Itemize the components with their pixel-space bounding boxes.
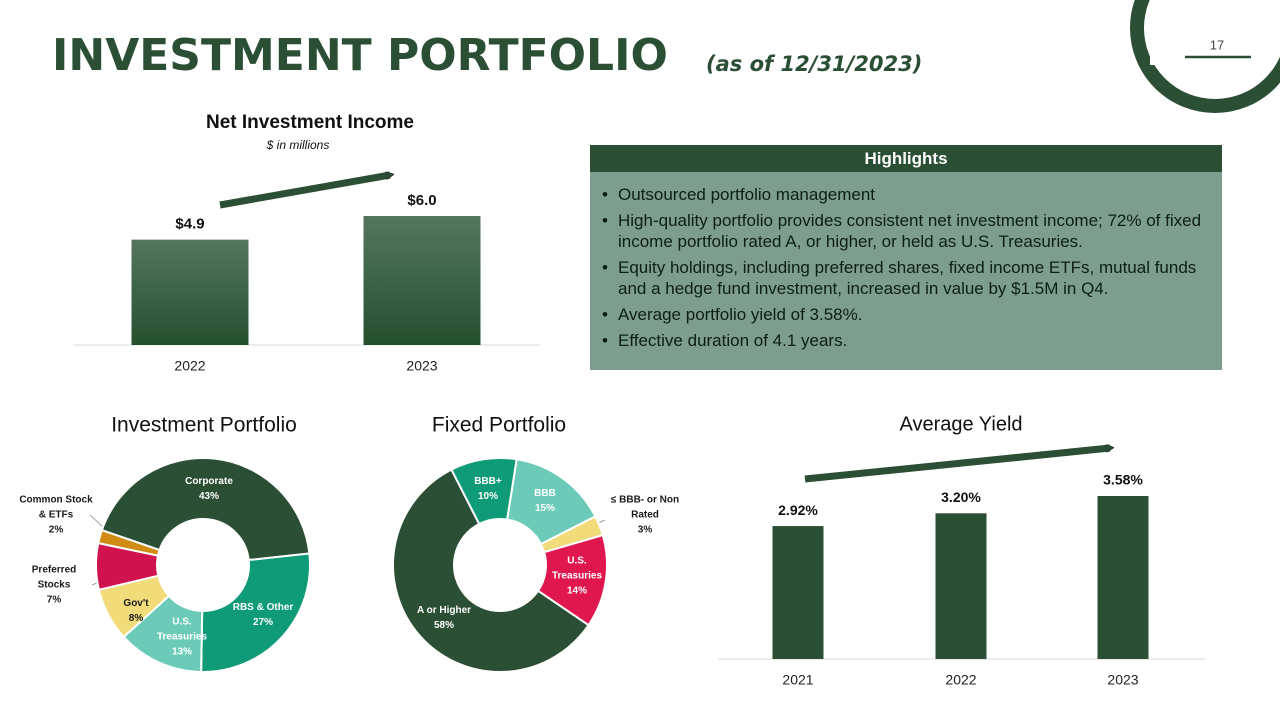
segment-label: Gov't 8%: [111, 596, 161, 626]
donut-segment: [100, 457, 311, 562]
value-label: $4.9: [175, 216, 204, 233]
x-tick-label: 2022: [945, 672, 976, 688]
donut-segment: [200, 552, 311, 673]
trend-arrow: [804, 448, 1110, 483]
highlight-item: Equity holdings, including preferred sha…: [602, 257, 1204, 299]
segment-label: Corporate 43%: [162, 474, 257, 504]
value-label: 3.58%: [1103, 472, 1143, 488]
category-label: Preferred Stocks: [31, 564, 77, 591]
segment-label: ≤ BBB- or Non Rated 3%: [610, 493, 680, 538]
category-label: RBS & Other: [232, 602, 294, 613]
segment-label: U.S. Treasuries 14%: [547, 554, 607, 599]
highlight-item: Average portfolio yield of 3.58%.: [602, 304, 1204, 325]
page-subtitle: (as of 12/31/2023): [706, 52, 922, 76]
category-label: BBB+: [474, 476, 502, 487]
value-label: 3%: [637, 524, 653, 536]
page-title: INVESTMENT PORTFOLIO: [52, 30, 668, 81]
value-label: 15%: [534, 503, 555, 514]
highlights-list: Outsourced portfolio management High-qual…: [602, 184, 1204, 351]
segment-label: Preferred Stocks 7%: [27, 563, 82, 608]
page-number-bg: [1150, 30, 1210, 65]
segment-label: BBB+ 10%: [468, 474, 508, 504]
category-label: ≤ BBB- or Non Rated: [610, 494, 680, 521]
value-label: 58%: [433, 620, 454, 631]
highlight-item: High-quality portfolio provides consiste…: [602, 210, 1204, 252]
highlights-title: Highlights: [590, 145, 1222, 172]
segment-label: A or Higher 58%: [404, 603, 484, 633]
value-label: 2.92%: [778, 502, 818, 518]
highlight-item: Effective duration of 4.1 years.: [602, 330, 1204, 351]
value-label: 43%: [198, 491, 219, 502]
chart-title: Average Yield: [899, 413, 1022, 435]
category-label: Gov't: [123, 598, 149, 609]
x-tick-label: 2023: [406, 358, 437, 374]
category-label: U.S. Treasuries: [156, 616, 208, 643]
category-label: U.S. Treasuries: [551, 555, 603, 582]
x-tick-label: 2023: [1107, 672, 1138, 688]
page-number: 17: [1210, 37, 1224, 52]
bar-sheen: [363, 216, 481, 345]
decor-ring: [1130, 0, 1280, 113]
segment-label: RBS & Other 27%: [223, 600, 303, 630]
value-label: 3.20%: [941, 489, 981, 505]
segment-label: BBB 15%: [525, 486, 565, 516]
chart-title: Fixed Portfolio: [432, 414, 566, 437]
value-label: 27%: [252, 617, 273, 628]
donut-segment: [392, 468, 590, 673]
trend-arrow: [219, 175, 390, 209]
segment-label: U.S. Treasuries 13%: [152, 615, 212, 660]
value-label: 14%: [566, 585, 587, 597]
value-label: 10%: [477, 491, 498, 502]
value-label: 2%: [48, 524, 64, 536]
segment-label: Common Stock & ETFs 2%: [19, 493, 94, 538]
value-label: 8%: [128, 613, 144, 624]
donut-segment: [97, 528, 161, 557]
bar: [1097, 496, 1149, 659]
value-label: 7%: [46, 594, 62, 606]
highlight-item: Outsourced portfolio management: [602, 184, 1204, 205]
bar-sheen: [131, 239, 249, 345]
category-label: Common Stock & ETFs: [19, 494, 93, 521]
bar: [772, 526, 824, 659]
category-label: BBB: [534, 488, 556, 499]
highlights-box: Outsourced portfolio management High-qual…: [590, 172, 1222, 370]
chart-title: Investment Portfolio: [111, 414, 297, 437]
chart-subtitle: $ in millions: [266, 138, 330, 152]
bar: [935, 513, 987, 659]
value-label: 13%: [171, 646, 192, 658]
category-label: A or Higher: [416, 605, 472, 616]
value-label: $6.0: [407, 192, 436, 209]
x-tick-label: 2021: [782, 672, 813, 688]
x-tick-label: 2022: [174, 358, 205, 374]
chart-title: Net Investment Income: [206, 112, 414, 133]
category-label: Corporate: [185, 476, 233, 487]
